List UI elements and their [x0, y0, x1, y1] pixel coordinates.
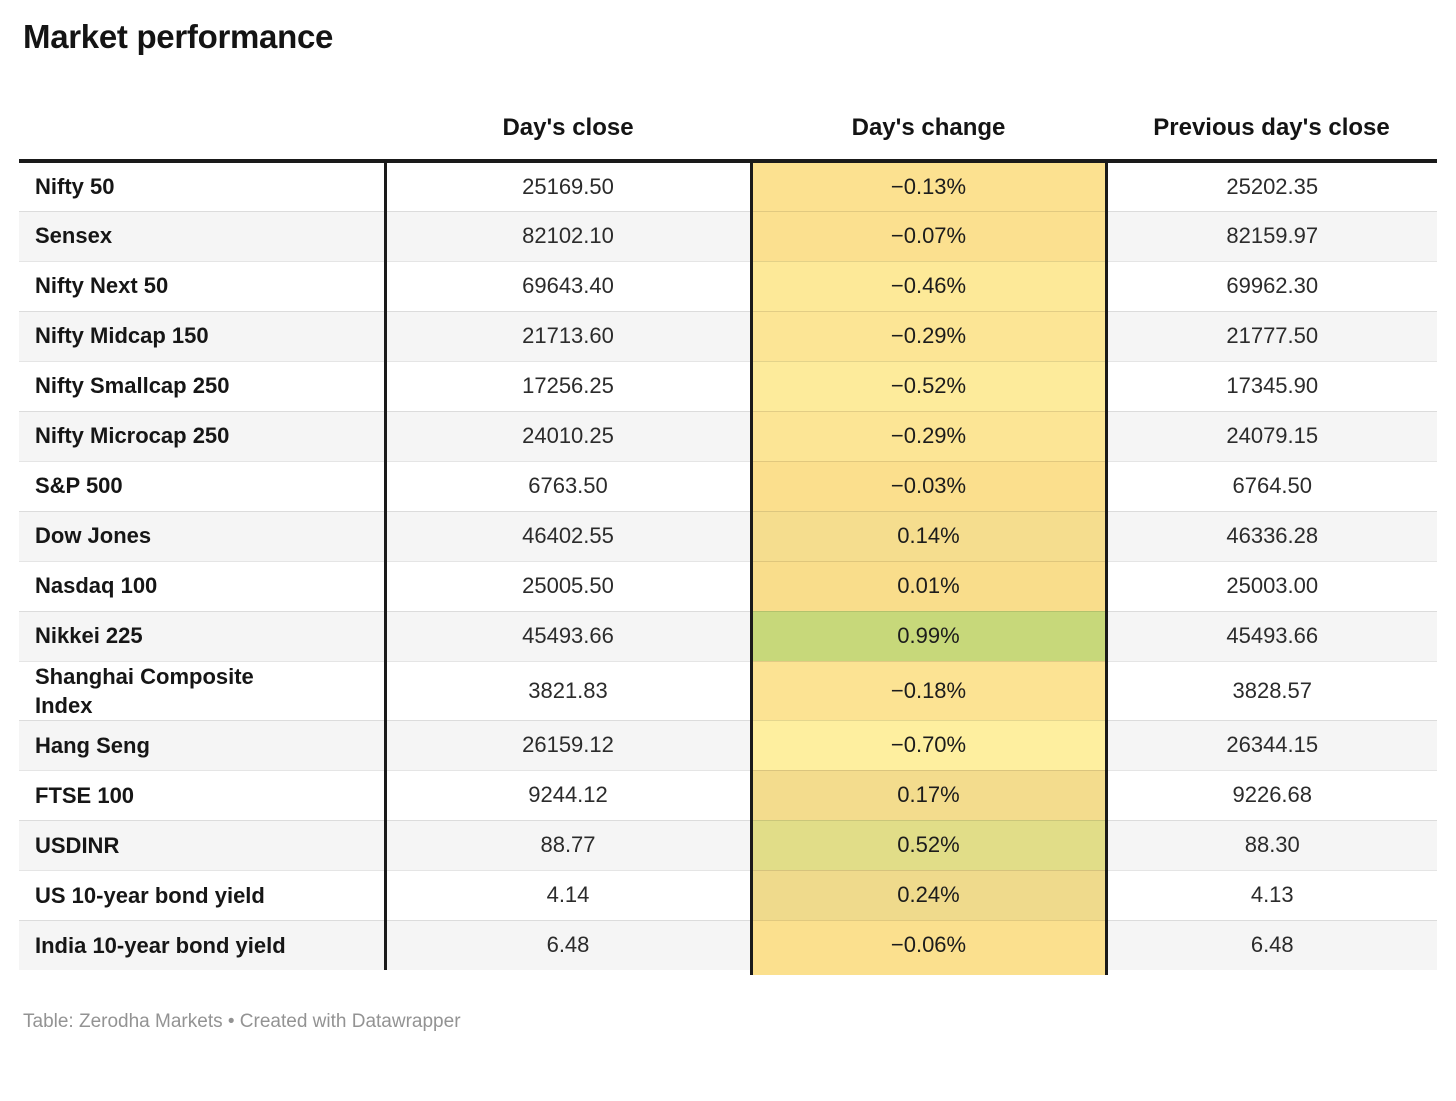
table-row: Hang Seng 26159.12 −0.70% 26344.15	[19, 719, 1437, 771]
days-close-value: 4.14	[385, 869, 751, 921]
previous-close-value: 4.13	[1106, 869, 1437, 921]
table-attribution: Table: Zerodha Markets • Created with Da…	[23, 1011, 461, 1033]
table-row: Nasdaq 100 25005.50 0.01% 25003.00	[19, 560, 1437, 611]
previous-close-value: 69962.30	[1106, 260, 1437, 311]
table-row: Nifty Microcap 250 24010.25 −0.29% 24079…	[19, 410, 1437, 461]
previous-close-value: 17345.90	[1106, 360, 1437, 411]
table-row: Nifty Smallcap 250 17256.25 −0.52% 17345…	[19, 360, 1437, 411]
row-label: FTSE 100	[19, 769, 387, 821]
days-close-value: 82102.10	[385, 210, 751, 261]
row-label: Sensex	[19, 210, 387, 261]
table-row: USDINR 88.77 0.52% 88.30	[19, 819, 1437, 871]
table-row: Shanghai Composite Index 3821.83 −0.18% …	[19, 660, 1437, 721]
row-label: Nifty 50	[19, 161, 387, 211]
column-header-index	[19, 84, 385, 163]
previous-close-value: 25003.00	[1106, 560, 1437, 611]
previous-close-value: 6764.50	[1106, 460, 1437, 511]
days-change-value: −0.13%	[749, 161, 1108, 211]
days-change-value: −0.18%	[749, 660, 1108, 721]
table-row: Nifty 50 25169.50 −0.13% 25202.35	[19, 161, 1437, 211]
days-close-value: 9244.12	[385, 769, 751, 821]
days-change-value: −0.07%	[749, 210, 1108, 261]
days-close-value: 25005.50	[385, 560, 751, 611]
column-header-days-change: Day's change	[751, 84, 1106, 163]
days-close-value: 69643.40	[385, 260, 751, 311]
table-body: Nifty 50 25169.50 −0.13% 25202.35 Sensex…	[19, 161, 1437, 976]
page-title: Market performance	[23, 18, 334, 55]
days-change-value: −0.29%	[749, 410, 1108, 461]
days-change-value: −0.52%	[749, 360, 1108, 411]
change-column-footer-stub	[19, 970, 1437, 976]
column-header-days-close: Day's close	[385, 84, 751, 163]
days-change-value: 0.52%	[749, 819, 1108, 871]
previous-close-value: 82159.97	[1106, 210, 1437, 261]
row-label: Shanghai Composite Index	[19, 660, 387, 721]
days-change-value: −0.06%	[749, 919, 1108, 971]
days-change-value: 0.99%	[749, 610, 1108, 661]
table-row: Sensex 82102.10 −0.07% 82159.97	[19, 210, 1437, 261]
days-close-value: 6763.50	[385, 460, 751, 511]
days-close-value: 6.48	[385, 919, 751, 971]
previous-close-value: 25202.35	[1226, 173, 1319, 199]
days-change-value: −0.03%	[749, 460, 1108, 511]
table-row: Nifty Next 50 69643.40 −0.46% 69962.30	[19, 260, 1437, 311]
column-header-previous-close: Previous day's close	[1106, 84, 1437, 163]
days-change-value: 0.17%	[749, 769, 1108, 821]
days-close-value: 46402.55	[385, 510, 751, 561]
row-label: S&P 500	[19, 460, 387, 511]
row-label: Nifty Microcap 250	[19, 410, 387, 461]
table-header: Day's close Day's change Previous day's …	[19, 84, 1437, 163]
row-label: US 10-year bond yield	[19, 869, 387, 921]
row-label: Nifty Smallcap 250	[19, 360, 387, 411]
days-close-value: 45493.66	[385, 610, 751, 661]
days-change-value: 0.01%	[749, 560, 1108, 611]
days-close-value: 17256.25	[385, 360, 751, 411]
days-close-value: 21713.60	[385, 310, 751, 361]
previous-close-value: 9226.68	[1106, 769, 1437, 821]
row-label: India 10-year bond yield	[19, 919, 387, 971]
previous-close-value: 3828.57	[1106, 660, 1437, 721]
market-performance-table: Day's close Day's change Previous day's …	[19, 84, 1437, 976]
days-close-value: 3821.83	[385, 660, 751, 721]
days-close-value: 88.77	[385, 819, 751, 871]
days-change-value: 0.24%	[749, 869, 1108, 921]
days-close-value: 25169.50	[522, 173, 614, 199]
row-label: Hang Seng	[19, 719, 387, 771]
previous-close-value: 46336.28	[1106, 510, 1437, 561]
row-label: Nasdaq 100	[19, 560, 387, 611]
row-label: Nikkei 225	[19, 610, 387, 661]
table-row: India 10-year bond yield 6.48 −0.06% 6.4…	[19, 919, 1437, 971]
header-row: Day's close Day's change Previous day's …	[19, 84, 1437, 163]
table-row: FTSE 100 9244.12 0.17% 9226.68	[19, 769, 1437, 821]
table-row: S&P 500 6763.50 −0.03% 6764.50	[19, 460, 1437, 511]
days-change-value: −0.46%	[749, 260, 1108, 311]
previous-close-value: 6.48	[1106, 919, 1437, 971]
table-row: Nifty Midcap 150 21713.60 −0.29% 21777.5…	[19, 310, 1437, 361]
previous-close-value: 88.30	[1106, 819, 1437, 871]
row-label: Nifty Next 50	[19, 260, 387, 311]
days-change-value: 0.14%	[749, 510, 1108, 561]
row-label: USDINR	[19, 819, 387, 871]
previous-close-value: 21777.50	[1106, 310, 1437, 361]
days-change-value: −0.70%	[749, 719, 1108, 771]
previous-close-value: 26344.15	[1106, 719, 1437, 771]
previous-close-value: 45493.66	[1106, 610, 1437, 661]
table-row: Dow Jones 46402.55 0.14% 46336.28	[19, 510, 1437, 561]
previous-close-value: 24079.15	[1106, 410, 1437, 461]
row-label: Dow Jones	[19, 510, 387, 561]
days-close-value: 26159.12	[385, 719, 751, 771]
table-row: Nikkei 225 45493.66 0.99% 45493.66	[19, 610, 1437, 661]
row-label: Nifty Midcap 150	[19, 310, 387, 361]
table-row: US 10-year bond yield 4.14 0.24% 4.13	[19, 869, 1437, 921]
days-close-value: 24010.25	[385, 410, 751, 461]
days-change-value: −0.29%	[749, 310, 1108, 361]
